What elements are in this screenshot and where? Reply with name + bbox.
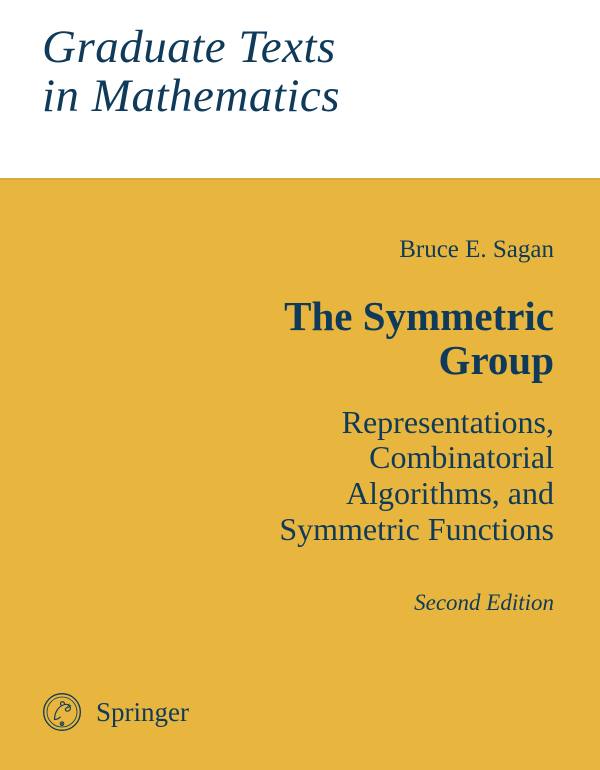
book-title-line-2: Group	[0, 338, 554, 382]
publisher-block: Springer	[42, 692, 189, 732]
series-title-line-2: in Mathematics	[42, 73, 340, 120]
publisher-logo-svg	[42, 692, 82, 732]
edition-label: Second Edition	[0, 590, 554, 616]
subtitle-line-4: Symmetric Functions	[0, 512, 554, 548]
top-white-band: Graduate Texts in Mathematics	[0, 0, 600, 178]
series-title: Graduate Texts in Mathematics	[42, 24, 340, 120]
cover-content: Bruce E. Sagan The Symmetric Group Repre…	[0, 200, 554, 616]
author-name: Bruce E. Sagan	[0, 236, 554, 264]
book-title-line-1: The Symmetric	[0, 294, 554, 338]
divider-rule	[0, 178, 600, 180]
subtitle-line-1: Representations,	[0, 405, 554, 441]
springer-horse-icon	[42, 692, 82, 732]
page: Graduate Texts in Mathematics Bruce E. S…	[0, 0, 600, 770]
series-title-line-1: Graduate Texts	[42, 24, 340, 71]
book-title: The Symmetric Group	[0, 294, 554, 383]
book-subtitle: Representations, Combinatorial Algorithm…	[0, 405, 554, 548]
book-cover: Graduate Texts in Mathematics Bruce E. S…	[0, 0, 600, 770]
subtitle-line-2: Combinatorial	[0, 440, 554, 476]
subtitle-line-3: Algorithms, and	[0, 476, 554, 512]
publisher-name: Springer	[96, 697, 189, 728]
